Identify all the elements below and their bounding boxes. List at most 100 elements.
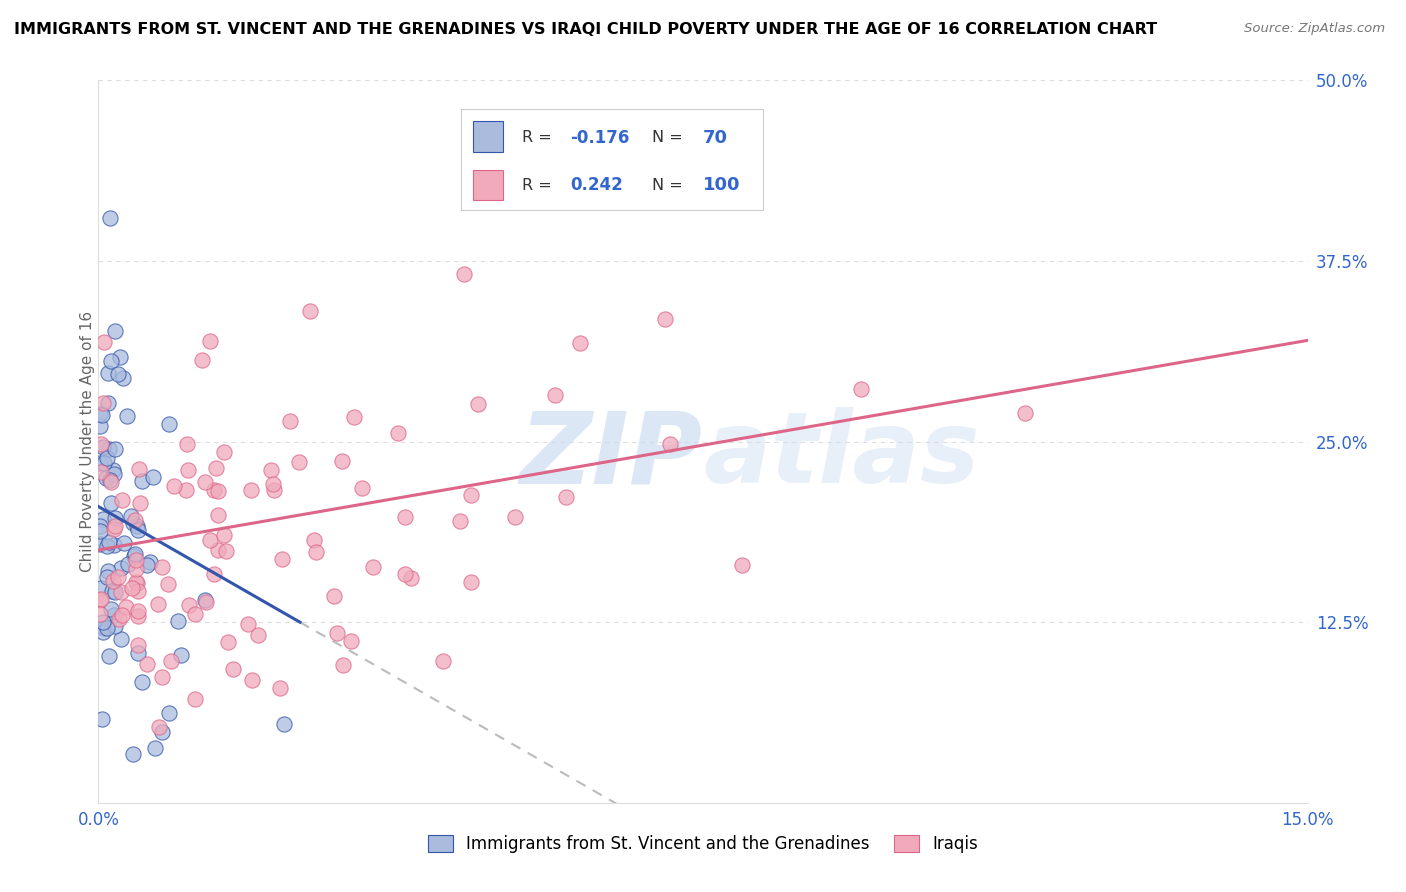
Legend: Immigrants from St. Vincent and the Grenadines, Iraqis: Immigrants from St. Vincent and the Gren…: [420, 828, 986, 860]
Point: [98, 648, 121, 663]
Point: [157, 417, 180, 432]
Point: [125, 553, 148, 567]
Point: [194, 595, 217, 609]
Point: [332, 658, 354, 673]
Point: [159, 654, 181, 668]
Point: [107, 367, 129, 381]
Text: Source: ZipAtlas.com: Source: ZipAtlas.com: [1244, 22, 1385, 36]
Point: [163, 479, 186, 493]
Text: IMMIGRANTS FROM ST. VINCENT AND THE GRENADINES VS IRAQI CHILD POVERTY UNDER THE : IMMIGRANTS FROM ST. VINCENT AND THE GREN…: [14, 22, 1157, 37]
Point: [91, 624, 114, 639]
Point: [127, 519, 149, 533]
Point: [96, 621, 118, 635]
Point: [352, 481, 374, 495]
Point: [394, 566, 416, 581]
Point: [453, 267, 475, 281]
Point: [150, 670, 173, 684]
Point: [104, 442, 127, 457]
Point: [89, 537, 111, 551]
Point: [96, 539, 118, 553]
Point: [111, 608, 134, 623]
Point: [127, 639, 149, 653]
Point: [207, 484, 229, 499]
Point: [103, 519, 125, 533]
Point: [240, 483, 263, 497]
Point: [125, 562, 148, 576]
Point: [136, 657, 159, 672]
Point: [467, 397, 489, 411]
Point: [240, 673, 263, 687]
Point: [121, 581, 143, 595]
Point: [654, 311, 676, 326]
Point: [170, 648, 193, 663]
Point: [731, 558, 754, 572]
Point: [207, 542, 229, 557]
Point: [298, 304, 321, 318]
Point: [131, 474, 153, 488]
Point: [177, 598, 200, 612]
Point: [120, 509, 142, 524]
Point: [122, 549, 145, 563]
Point: [110, 560, 132, 574]
Point: [127, 604, 149, 618]
Point: [111, 492, 134, 507]
Point: [554, 490, 576, 504]
Point: [98, 442, 121, 456]
Point: [214, 445, 236, 459]
Point: [117, 409, 139, 423]
Point: [128, 462, 150, 476]
Point: [432, 654, 454, 668]
Point: [127, 584, 149, 599]
Point: [194, 475, 217, 489]
Point: [305, 545, 328, 559]
Point: [387, 425, 409, 440]
Point: [89, 607, 111, 621]
Point: [91, 615, 114, 630]
Point: [91, 713, 114, 727]
Point: [205, 460, 228, 475]
Point: [146, 597, 169, 611]
Point: [125, 574, 148, 589]
Point: [340, 634, 363, 648]
Point: [110, 632, 132, 646]
Point: [90, 409, 112, 423]
Point: [110, 350, 132, 364]
Point: [89, 457, 111, 471]
Point: [326, 625, 349, 640]
Point: [399, 571, 422, 585]
Point: [222, 662, 245, 676]
Point: [90, 582, 112, 596]
Point: [343, 410, 366, 425]
Point: [150, 724, 173, 739]
Point: [98, 474, 121, 488]
Point: [110, 584, 132, 599]
Point: [207, 508, 229, 522]
Point: [394, 510, 416, 524]
Point: [184, 607, 207, 621]
Point: [89, 418, 111, 433]
Point: [100, 496, 122, 510]
Point: [849, 382, 872, 396]
Point: [157, 576, 180, 591]
Point: [304, 533, 326, 548]
Point: [103, 585, 125, 599]
Point: [217, 635, 239, 649]
Point: [150, 559, 173, 574]
Point: [157, 706, 180, 720]
Point: [100, 354, 122, 368]
Point: [269, 681, 291, 696]
Point: [198, 334, 221, 348]
Point: [93, 456, 115, 470]
Point: [90, 465, 112, 479]
Point: [212, 528, 235, 542]
Point: [190, 353, 212, 368]
Point: [131, 675, 153, 690]
Point: [544, 388, 567, 402]
Point: [104, 324, 127, 338]
Point: [215, 543, 238, 558]
Point: [460, 574, 482, 589]
Point: [96, 450, 118, 465]
Point: [128, 495, 150, 509]
Point: [449, 514, 471, 528]
Point: [103, 574, 125, 588]
